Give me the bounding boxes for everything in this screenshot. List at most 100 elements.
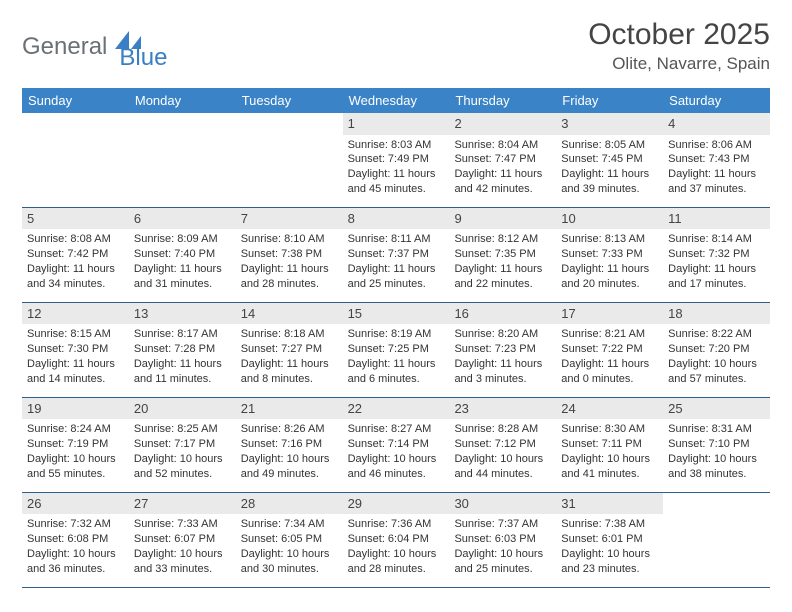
logo: General Blue [22, 18, 167, 72]
sunset-text: Sunset: 7:47 PM [454, 152, 551, 167]
daylight1-text: Daylight: 11 hours [348, 167, 445, 182]
day-number: 7 [236, 208, 343, 230]
day-header: Wednesday [343, 88, 450, 113]
daylight2-text: and 11 minutes. [134, 372, 231, 387]
sunset-text: Sunset: 7:16 PM [241, 437, 338, 452]
day-cell: 18Sunrise: 8:22 AMSunset: 7:20 PMDayligh… [663, 303, 770, 397]
sunrise-text: Sunrise: 7:36 AM [348, 517, 445, 532]
daylight2-text: and 25 minutes. [348, 277, 445, 292]
daylight2-text: and 30 minutes. [241, 562, 338, 577]
weeks-container: 1Sunrise: 8:03 AMSunset: 7:49 PMDaylight… [22, 113, 770, 588]
daylight2-text: and 25 minutes. [454, 562, 551, 577]
sunset-text: Sunset: 7:22 PM [561, 342, 658, 357]
sunrise-text: Sunrise: 8:26 AM [241, 422, 338, 437]
week-row: 19Sunrise: 8:24 AMSunset: 7:19 PMDayligh… [22, 398, 770, 493]
daylight1-text: Daylight: 11 hours [561, 167, 658, 182]
daylight1-text: Daylight: 10 hours [454, 547, 551, 562]
sunrise-text: Sunrise: 8:15 AM [27, 327, 124, 342]
day-cell: 27Sunrise: 7:33 AMSunset: 6:07 PMDayligh… [129, 493, 236, 587]
day-cell: 12Sunrise: 8:15 AMSunset: 7:30 PMDayligh… [22, 303, 129, 397]
daylight2-text: and 23 minutes. [561, 562, 658, 577]
daylight2-text: and 36 minutes. [27, 562, 124, 577]
sunset-text: Sunset: 7:10 PM [668, 437, 765, 452]
sunrise-text: Sunrise: 8:03 AM [348, 138, 445, 153]
daylight2-text: and 0 minutes. [561, 372, 658, 387]
daylight1-text: Daylight: 11 hours [561, 357, 658, 372]
sunset-text: Sunset: 7:38 PM [241, 247, 338, 262]
daylight2-text: and 52 minutes. [134, 467, 231, 482]
daylight1-text: Daylight: 10 hours [134, 547, 231, 562]
daylight2-text: and 38 minutes. [668, 467, 765, 482]
daylight1-text: Daylight: 11 hours [134, 262, 231, 277]
daylight1-text: Daylight: 11 hours [454, 167, 551, 182]
day-number-empty [22, 113, 129, 135]
week-row: 12Sunrise: 8:15 AMSunset: 7:30 PMDayligh… [22, 303, 770, 398]
daylight1-text: Daylight: 10 hours [27, 547, 124, 562]
daylight2-text: and 34 minutes. [27, 277, 124, 292]
daylight1-text: Daylight: 10 hours [27, 452, 124, 467]
day-number: 24 [556, 398, 663, 420]
day-cell: 5Sunrise: 8:08 AMSunset: 7:42 PMDaylight… [22, 208, 129, 302]
day-number: 10 [556, 208, 663, 230]
day-number: 5 [22, 208, 129, 230]
sunset-text: Sunset: 7:12 PM [454, 437, 551, 452]
sunrise-text: Sunrise: 8:04 AM [454, 138, 551, 153]
daylight2-text: and 44 minutes. [454, 467, 551, 482]
sunset-text: Sunset: 7:14 PM [348, 437, 445, 452]
day-number: 19 [22, 398, 129, 420]
day-cell: 4Sunrise: 8:06 AMSunset: 7:43 PMDaylight… [663, 113, 770, 207]
sunset-text: Sunset: 7:20 PM [668, 342, 765, 357]
daylight2-text: and 45 minutes. [348, 182, 445, 197]
sunrise-text: Sunrise: 8:20 AM [454, 327, 551, 342]
day-cell: 31Sunrise: 7:38 AMSunset: 6:01 PMDayligh… [556, 493, 663, 587]
location-subtitle: Olite, Navarre, Spain [588, 54, 770, 74]
daylight2-text: and 39 minutes. [561, 182, 658, 197]
sunset-text: Sunset: 7:17 PM [134, 437, 231, 452]
sunrise-text: Sunrise: 8:09 AM [134, 232, 231, 247]
daylight2-text: and 17 minutes. [668, 277, 765, 292]
sunrise-text: Sunrise: 8:11 AM [348, 232, 445, 247]
daylight2-text: and 6 minutes. [348, 372, 445, 387]
day-cell: 11Sunrise: 8:14 AMSunset: 7:32 PMDayligh… [663, 208, 770, 302]
day-number-empty [663, 493, 770, 515]
day-number: 6 [129, 208, 236, 230]
sunrise-text: Sunrise: 8:05 AM [561, 138, 658, 153]
sunset-text: Sunset: 7:45 PM [561, 152, 658, 167]
day-cell: 29Sunrise: 7:36 AMSunset: 6:04 PMDayligh… [343, 493, 450, 587]
day-cell: 8Sunrise: 8:11 AMSunset: 7:37 PMDaylight… [343, 208, 450, 302]
sunrise-text: Sunrise: 8:10 AM [241, 232, 338, 247]
day-number: 3 [556, 113, 663, 135]
day-number: 13 [129, 303, 236, 325]
daylight2-text: and 28 minutes. [241, 277, 338, 292]
daylight1-text: Daylight: 10 hours [668, 452, 765, 467]
sunset-text: Sunset: 7:19 PM [27, 437, 124, 452]
day-number: 21 [236, 398, 343, 420]
sunset-text: Sunset: 6:08 PM [27, 532, 124, 547]
daylight2-text: and 49 minutes. [241, 467, 338, 482]
daylight2-text: and 14 minutes. [27, 372, 124, 387]
day-cell: 15Sunrise: 8:19 AMSunset: 7:25 PMDayligh… [343, 303, 450, 397]
day-cell: 16Sunrise: 8:20 AMSunset: 7:23 PMDayligh… [449, 303, 556, 397]
day-number: 12 [22, 303, 129, 325]
day-number: 18 [663, 303, 770, 325]
week-row: 26Sunrise: 7:32 AMSunset: 6:08 PMDayligh… [22, 493, 770, 588]
day-header: Thursday [449, 88, 556, 113]
day-cell: 10Sunrise: 8:13 AMSunset: 7:33 PMDayligh… [556, 208, 663, 302]
day-header: Monday [129, 88, 236, 113]
sunset-text: Sunset: 7:32 PM [668, 247, 765, 262]
page-header: General Blue October 2025 Olite, Navarre… [22, 18, 770, 74]
sunset-text: Sunset: 7:25 PM [348, 342, 445, 357]
sunset-text: Sunset: 7:43 PM [668, 152, 765, 167]
daylight2-text: and 37 minutes. [668, 182, 765, 197]
day-cell [663, 493, 770, 587]
day-number-empty [236, 113, 343, 135]
day-cell: 6Sunrise: 8:09 AMSunset: 7:40 PMDaylight… [129, 208, 236, 302]
day-number-empty [129, 113, 236, 135]
sunset-text: Sunset: 6:03 PM [454, 532, 551, 547]
sunrise-text: Sunrise: 8:12 AM [454, 232, 551, 247]
day-header: Friday [556, 88, 663, 113]
day-cell: 19Sunrise: 8:24 AMSunset: 7:19 PMDayligh… [22, 398, 129, 492]
daylight1-text: Daylight: 11 hours [27, 357, 124, 372]
day-number: 23 [449, 398, 556, 420]
day-cell: 14Sunrise: 8:18 AMSunset: 7:27 PMDayligh… [236, 303, 343, 397]
